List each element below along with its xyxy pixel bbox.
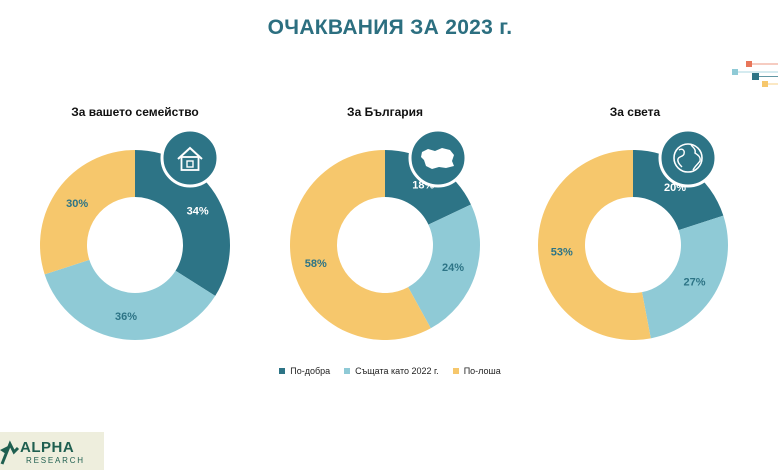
house-icon: [160, 128, 220, 188]
data-label-same: 36%: [115, 311, 137, 323]
data-label-worse: 53%: [551, 247, 573, 259]
data-label-worse: 30%: [66, 198, 88, 210]
data-label-worse: 58%: [305, 258, 327, 270]
logo-name: ALPHA: [20, 439, 75, 456]
legend-label: Същата като 2022 г.: [355, 366, 439, 376]
donut-slice-worse: [538, 150, 651, 340]
chart-title-world: За света: [609, 105, 661, 119]
donut-slice-worse: [290, 150, 431, 340]
donut-chart-family: 34% 36% 30%: [39, 150, 231, 341]
legend-swatch-same: [344, 368, 351, 374]
data-label-better: 34%: [187, 206, 209, 218]
legend-label: По-лоша: [463, 366, 501, 376]
legend: По-добра Същата като 2022 г. По-лоша: [0, 366, 780, 376]
legend-swatch-better: [279, 368, 286, 374]
data-label-same: 27%: [684, 276, 706, 288]
legend-item-better: По-добра: [279, 366, 330, 376]
donut-slice-better: [135, 150, 231, 296]
chart-title-family: За вашето семейство: [71, 105, 199, 119]
alpha-research-logo: ALPHA RESEARCH: [0, 432, 104, 470]
legend-label: По-добра: [290, 366, 331, 376]
page-title: ОЧАКВАНИЯ ЗА 2023 г.: [267, 16, 513, 39]
donut-slice-same: [44, 259, 216, 341]
donut-chart-world: 20%27%53%: [538, 150, 728, 340]
legend-item-same: Същата като 2022 г.: [344, 366, 439, 376]
donut-slice-better: [633, 150, 724, 231]
donut-slice-worse: [39, 150, 135, 275]
legend-swatch-worse: [452, 368, 459, 374]
legend-item-worse: По-лоша: [452, 366, 501, 376]
logo-mark-icon: [0, 440, 20, 465]
globe-icon: [658, 128, 718, 188]
data-label-same: 24%: [442, 262, 464, 274]
donut-slice-same: [408, 204, 480, 329]
donut-slice-same: [641, 215, 728, 339]
logo-tagline: RESEARCH: [26, 456, 85, 465]
decorative-squares-icon: [732, 61, 778, 87]
donut-slice-better: [385, 150, 471, 225]
bulgaria-map-icon: [408, 128, 468, 188]
chart-title-bulgaria: За България: [347, 105, 423, 119]
